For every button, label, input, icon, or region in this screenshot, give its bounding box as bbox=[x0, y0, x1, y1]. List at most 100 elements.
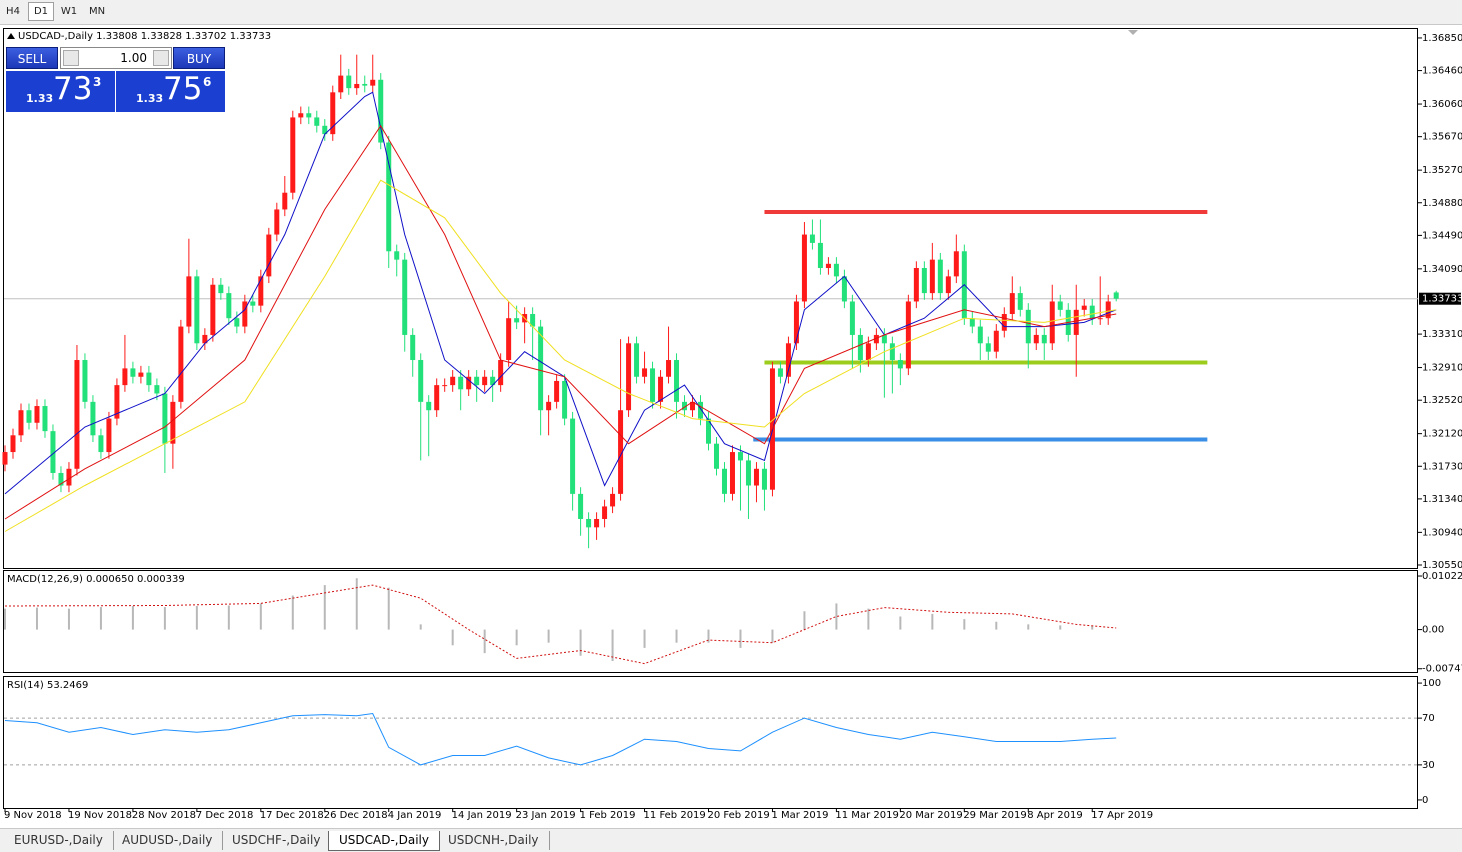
indicator-title: RSI(14) 53.2469 bbox=[7, 680, 88, 691]
candle-body bbox=[234, 318, 240, 327]
candle-body bbox=[242, 301, 248, 327]
y-tick-label: -0.007477 bbox=[1422, 664, 1462, 675]
lot-input[interactable]: 1.00 bbox=[60, 47, 172, 69]
x-tick-label: 20 Feb 2019 bbox=[708, 810, 770, 821]
timeframe-button[interactable]: H4 bbox=[6, 6, 20, 17]
candle-body bbox=[546, 401, 552, 411]
macd-panel-frame bbox=[3, 570, 1418, 673]
bid-price[interactable]: 1.33 73 3 bbox=[6, 71, 115, 112]
buy-button[interactable]: BUY bbox=[173, 47, 225, 69]
candle-body bbox=[1073, 309, 1079, 335]
lot-decrease[interactable] bbox=[63, 50, 79, 66]
y-tick-label: 70 bbox=[1422, 713, 1435, 724]
timeframe-button[interactable]: D1 bbox=[28, 2, 54, 21]
candle-body bbox=[985, 343, 991, 352]
x-tick-label: 14 Jan 2019 bbox=[452, 810, 512, 821]
candle-body bbox=[506, 318, 512, 361]
candle-body bbox=[682, 401, 688, 411]
x-tick-label: 17 Apr 2019 bbox=[1091, 810, 1153, 821]
candle-body bbox=[562, 380, 568, 419]
candle-body bbox=[833, 263, 839, 277]
timeframe-button[interactable]: MN bbox=[88, 6, 106, 17]
candle-body bbox=[745, 460, 751, 486]
candle-body bbox=[498, 360, 504, 386]
candle-body bbox=[442, 385, 448, 387]
x-tick-label: 17 Dec 2018 bbox=[260, 810, 324, 821]
chart-tab[interactable]: USDCHF-,Daily bbox=[222, 831, 332, 850]
y-tick-label: 1.35270 bbox=[1422, 165, 1462, 176]
sell-button[interactable]: SELL bbox=[6, 47, 58, 69]
candle-body bbox=[897, 360, 903, 369]
indicator-line bbox=[4, 124, 1117, 520]
candle-body bbox=[945, 276, 951, 294]
candle-body bbox=[905, 301, 911, 369]
candle-body bbox=[873, 334, 879, 344]
candle-body bbox=[1049, 301, 1055, 344]
candle-body bbox=[378, 79, 384, 143]
collapse-icon[interactable] bbox=[7, 33, 15, 39]
candle-body bbox=[466, 376, 472, 390]
candle-body bbox=[881, 334, 887, 344]
candle-body bbox=[106, 418, 112, 453]
ask-price[interactable]: 1.33 75 6 bbox=[116, 71, 225, 112]
candle-body bbox=[82, 360, 88, 402]
candle-body bbox=[977, 326, 983, 344]
candle-body bbox=[154, 385, 160, 394]
candle-body bbox=[130, 368, 136, 377]
candle-body bbox=[706, 418, 712, 444]
chart-tab[interactable]: USDCNH-,Daily bbox=[438, 831, 550, 850]
candle-body bbox=[370, 79, 376, 86]
candle-body bbox=[10, 435, 16, 453]
timeframe-button[interactable]: W1 bbox=[60, 6, 78, 17]
candle-body bbox=[50, 431, 56, 473]
candle-body bbox=[1097, 318, 1103, 320]
chart-title: USDCAD-,Daily 1.33808 1.33828 1.33702 1.… bbox=[18, 31, 271, 42]
y-tick-label: 1.32520 bbox=[1422, 395, 1462, 406]
candle-body bbox=[402, 259, 408, 335]
candle-body bbox=[210, 284, 216, 335]
lot-value: 1.00 bbox=[120, 51, 147, 65]
candle-body bbox=[2, 452, 8, 465]
chart-tab[interactable]: AUDUSD-,Daily bbox=[112, 831, 224, 850]
chart-tab[interactable]: USDCAD-,Daily bbox=[328, 831, 440, 851]
candle-body bbox=[202, 334, 208, 344]
chart-background bbox=[0, 25, 1462, 828]
candle-body bbox=[666, 360, 672, 377]
y-tick-label: 1.30940 bbox=[1422, 527, 1462, 538]
chart-tab[interactable]: EURUSD-,Daily bbox=[4, 831, 114, 850]
x-tick-label: 7 Dec 2018 bbox=[196, 810, 254, 821]
y-tick-label: 1.33310 bbox=[1422, 329, 1462, 340]
y-tick-label: 0.00 bbox=[1422, 625, 1444, 636]
y-tick-label: 1.36060 bbox=[1422, 99, 1462, 110]
candle-body bbox=[642, 368, 648, 377]
candle-body bbox=[626, 343, 632, 411]
candle-body bbox=[386, 142, 392, 252]
x-tick-label: 4 Jan 2019 bbox=[388, 810, 442, 821]
lot-increase[interactable] bbox=[153, 50, 169, 66]
shift-marker[interactable] bbox=[1128, 30, 1138, 35]
chart-window: USDCAD-,Daily 1.33808 1.33828 1.33702 1.… bbox=[0, 25, 1462, 828]
candle-body bbox=[857, 334, 863, 361]
candle-body bbox=[474, 376, 480, 386]
candle-body bbox=[729, 452, 735, 494]
candle-body bbox=[737, 452, 743, 461]
candle-body bbox=[162, 393, 168, 444]
candle-body bbox=[578, 493, 584, 519]
candle-body bbox=[1041, 334, 1047, 344]
candle-body bbox=[761, 468, 767, 490]
candle-body bbox=[146, 372, 152, 386]
candle-body bbox=[594, 518, 600, 528]
candle-body bbox=[74, 360, 80, 469]
price-big: 1.33 bbox=[26, 92, 54, 105]
candle-body bbox=[793, 301, 799, 344]
x-tick-label: 23 Jan 2019 bbox=[516, 810, 576, 821]
candle-body bbox=[538, 326, 544, 411]
price-pips: 73 bbox=[53, 71, 93, 107]
candle-body bbox=[274, 209, 280, 235]
x-tick-label: 28 Nov 2018 bbox=[132, 810, 196, 821]
candle-body bbox=[570, 418, 576, 494]
chart-tabs: EURUSD-,Daily AUDUSD-,Daily USDCHF-,Dail… bbox=[0, 828, 1462, 852]
price-big: 1.33 bbox=[136, 92, 164, 105]
candle-body bbox=[266, 234, 272, 277]
candle-body bbox=[753, 468, 759, 486]
